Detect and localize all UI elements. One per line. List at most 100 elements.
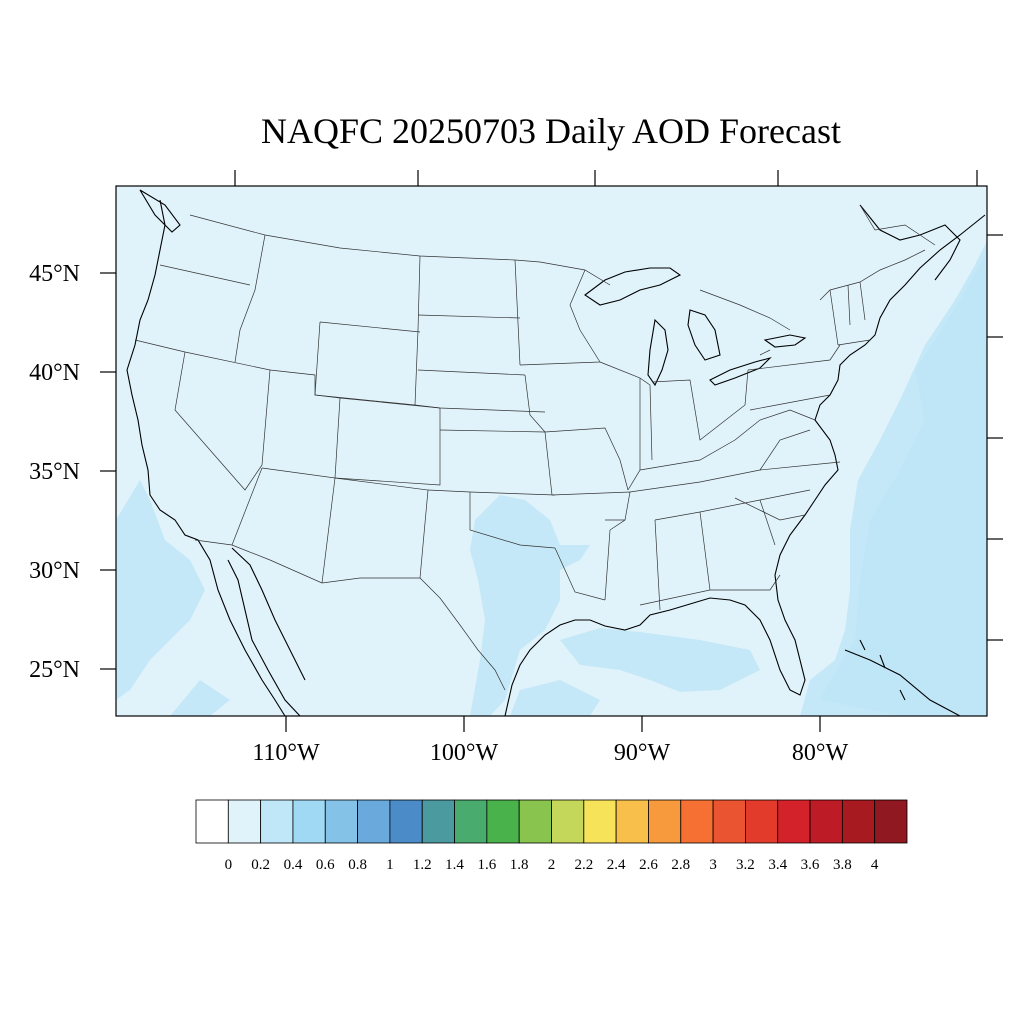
mexico-west-coastline (231, 547, 306, 681)
colorbar-label: 1.4 (445, 857, 464, 873)
wy-border (314, 321, 419, 406)
colorbar-swatch (421, 799, 455, 844)
colorbar-swatch (712, 799, 746, 844)
lon-label: 80°W (792, 740, 849, 766)
lat-labels: 45°N 40°N 35°N 30°N 25°N (29, 261, 80, 683)
wa-or-border (159, 264, 251, 286)
oh-border (651, 369, 749, 441)
colorbar-swatch (809, 799, 843, 844)
colorbar-swatch (486, 799, 520, 844)
colorbar-label: 0.6 (316, 857, 335, 873)
colorbar-label: 0.2 (251, 857, 270, 873)
colorbar-label: 1.8 (510, 857, 529, 873)
dakotas-border (417, 255, 526, 376)
colorbar-swatch (324, 799, 358, 844)
lon-label: 110°W (252, 740, 320, 766)
colorbar-label: 3.8 (833, 857, 852, 873)
pa-ny-border (747, 344, 841, 411)
lake-erie (709, 356, 772, 386)
la-ms-border (554, 519, 625, 601)
ky-tn-border (629, 439, 841, 493)
lake-michigan (647, 318, 669, 387)
colorbar-label: 3 (709, 857, 717, 873)
lon-labels: 110°W 100°W 90°W 80°W (252, 740, 848, 766)
colorbar-swatch (648, 799, 682, 844)
mt-wy-border (319, 321, 421, 333)
map-title: NAQFC 20250703 Daily AOD Forecast (261, 111, 841, 151)
colorbar-label: 4 (871, 857, 879, 873)
vancouver-island (139, 189, 181, 233)
colorbar-label: 1 (386, 857, 394, 873)
ok-tx-border (469, 492, 556, 549)
state-borders (134, 204, 936, 691)
mn-ia-border (519, 269, 601, 433)
colorbar-label: 2 (548, 857, 556, 873)
colorbar-labels: 0 0.2 0.4 0.6 0.8 1 1.2 1.4 1.6 1.8 2 2.2 2.4 2.6 2.8 3… (225, 857, 879, 873)
colorbar-label: 2.4 (607, 857, 626, 873)
colorbar (195, 799, 908, 844)
lat-label: 30°N (29, 558, 80, 584)
colorbar-swatch (745, 799, 779, 844)
colorbar-label: 3.4 (768, 857, 787, 873)
aod-patch-gulf (560, 628, 760, 692)
aod-patch-pacific (116, 480, 205, 700)
id-border (234, 234, 266, 363)
colorbar-swatch (260, 799, 294, 844)
colorbar-swatch (874, 799, 908, 844)
colorbar-swatch (292, 799, 326, 844)
lat-label: 25°N (29, 657, 80, 683)
lat-label: 45°N (29, 261, 80, 287)
colorbar-label: 3.6 (801, 857, 820, 873)
colorbar-swatch (227, 799, 262, 844)
aod-patch-gulf-south (510, 680, 600, 716)
lake-huron (687, 309, 721, 361)
co-border (334, 397, 441, 486)
pacific-coastline (126, 199, 286, 716)
canada-east-coast (859, 204, 961, 281)
mo-ar-border (544, 427, 631, 531)
colorbar-label: 0.4 (284, 857, 303, 873)
axis-ticks (100, 170, 1003, 732)
lon-label: 90°W (614, 740, 671, 766)
bahamas (859, 639, 906, 701)
aod-patch-baja (170, 680, 230, 716)
map-frame (115, 185, 988, 717)
aod-field (116, 241, 987, 716)
az-nm-border (231, 467, 336, 584)
lake-superior (584, 267, 682, 306)
colorbar-label: 2.2 (574, 857, 593, 873)
southeast-borders (654, 489, 811, 611)
ut-border (261, 369, 341, 479)
colorbar-swatch (454, 799, 488, 844)
colorbar-label: 1.6 (477, 857, 496, 873)
aod-patch-texas (470, 495, 590, 716)
canada-border (189, 214, 926, 331)
atlantic-coastline (504, 214, 986, 716)
colorbar-swatch (680, 799, 714, 844)
ga-fl-border (639, 574, 781, 606)
lake-ontario (763, 334, 807, 348)
lat-label: 40°N (29, 360, 80, 386)
new-england-borders (829, 281, 871, 346)
map-background (116, 186, 987, 716)
lon-label: 100°W (430, 740, 499, 766)
baja-coastline (227, 559, 301, 716)
aod-patch-atlantic-inner (820, 255, 987, 716)
lat-label: 35°N (29, 459, 80, 485)
colorbar-swatch (518, 799, 552, 844)
colorbar-swatch (777, 799, 811, 844)
colorbar-label: 0 (225, 857, 233, 873)
colorbar-swatch (841, 799, 876, 844)
colorbar-swatch (551, 799, 585, 844)
colorbar-label: 1.2 (413, 857, 432, 873)
colorbar-swatch (615, 799, 649, 844)
canada-provinces (859, 204, 936, 246)
colorbar-swatch (583, 799, 617, 844)
colorbar-label: 2.6 (639, 857, 658, 873)
coastlines (126, 189, 986, 716)
va-nc-border (734, 409, 816, 471)
colorbar-swatch (389, 799, 423, 844)
colorbar-swatch (195, 799, 229, 844)
nv-border (174, 351, 271, 491)
